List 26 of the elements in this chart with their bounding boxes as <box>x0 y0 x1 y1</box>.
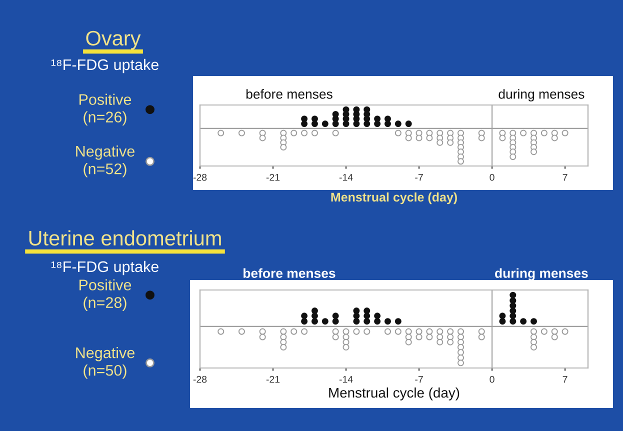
x-tick-label: -21 <box>266 174 280 181</box>
x-tick-label: -21 <box>266 376 280 383</box>
text: during menses <box>498 89 584 102</box>
x-tick-label: -28 <box>193 376 207 383</box>
x-tick-label: 0 <box>490 174 494 181</box>
x-tick-label: -14 <box>339 376 353 383</box>
x-tick-label: 0 <box>490 376 494 383</box>
legend-label: Negative (n=52) <box>76 145 134 178</box>
x-tick-label: -28 <box>193 174 207 181</box>
text: before menses <box>244 268 336 278</box>
x-tick-label: -7 <box>415 174 423 181</box>
legend-label: Positive (n=28) <box>80 279 132 311</box>
text: before menses <box>246 89 332 99</box>
chart-title: Uterine endometrium <box>29 230 221 246</box>
x-tick-label: 7 <box>562 174 568 181</box>
x-tick-label: -14 <box>339 174 353 181</box>
chart-subtitle: ¹⁸F-FDG uptake <box>51 58 158 74</box>
x-tick-label: 7 <box>562 376 568 383</box>
chart-subtitle: ¹⁸F-FDG uptake <box>51 260 158 276</box>
chart-title: Ovary <box>86 30 141 50</box>
x-axis-title: Menstrual cycle (day) <box>331 192 457 204</box>
legend-label: Positive (n=26) <box>80 94 132 126</box>
x-axis-title: Menstrual cycle (day) <box>329 387 460 400</box>
text: during menses <box>495 268 588 281</box>
x-tick-label: -7 <box>415 376 423 383</box>
legend-label: Negative (n=50) <box>76 346 134 379</box>
